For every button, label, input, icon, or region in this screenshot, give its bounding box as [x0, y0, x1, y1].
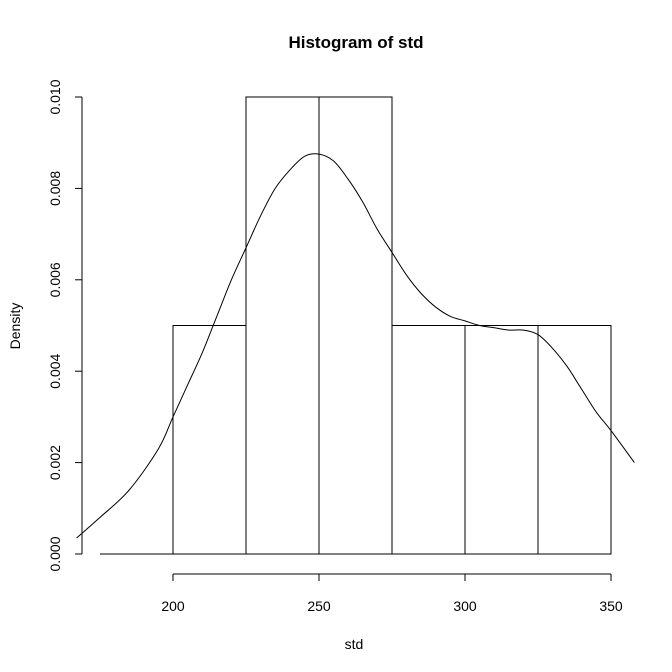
y-tick-label-0.004: 0.004	[47, 353, 63, 388]
y-tick-label-0.010: 0.010	[47, 79, 63, 114]
x-axis: 200 250 300 350	[161, 573, 623, 614]
y-axis: 0.000 0.002 0.004 0.006 0.008 0.010	[47, 79, 83, 572]
x-tick-label-300: 300	[453, 598, 477, 614]
y-tick-label-0.000: 0.000	[47, 536, 63, 571]
x-tick-label-200: 200	[161, 598, 185, 614]
histogram-bar-5	[464, 325, 539, 555]
chart-title: Histogram of std	[288, 33, 423, 52]
histogram-bar-4	[391, 325, 466, 555]
histogram-bar-2	[245, 96, 320, 555]
histogram-bars	[100, 96, 612, 555]
histogram-bar-3	[318, 96, 393, 555]
x-tick-label-350: 350	[599, 598, 623, 614]
y-tick-label-0.002: 0.002	[47, 445, 63, 480]
density-curve	[76, 153, 635, 539]
x-tick-label-250: 250	[307, 598, 331, 614]
histogram-bar-1	[172, 325, 247, 555]
y-tick-label-0.008: 0.008	[47, 171, 63, 206]
histogram-bar-6	[537, 325, 612, 555]
x-axis-label: std	[345, 636, 364, 652]
y-axis-label: Density	[7, 303, 23, 350]
y-tick-label-0.006: 0.006	[47, 262, 63, 297]
